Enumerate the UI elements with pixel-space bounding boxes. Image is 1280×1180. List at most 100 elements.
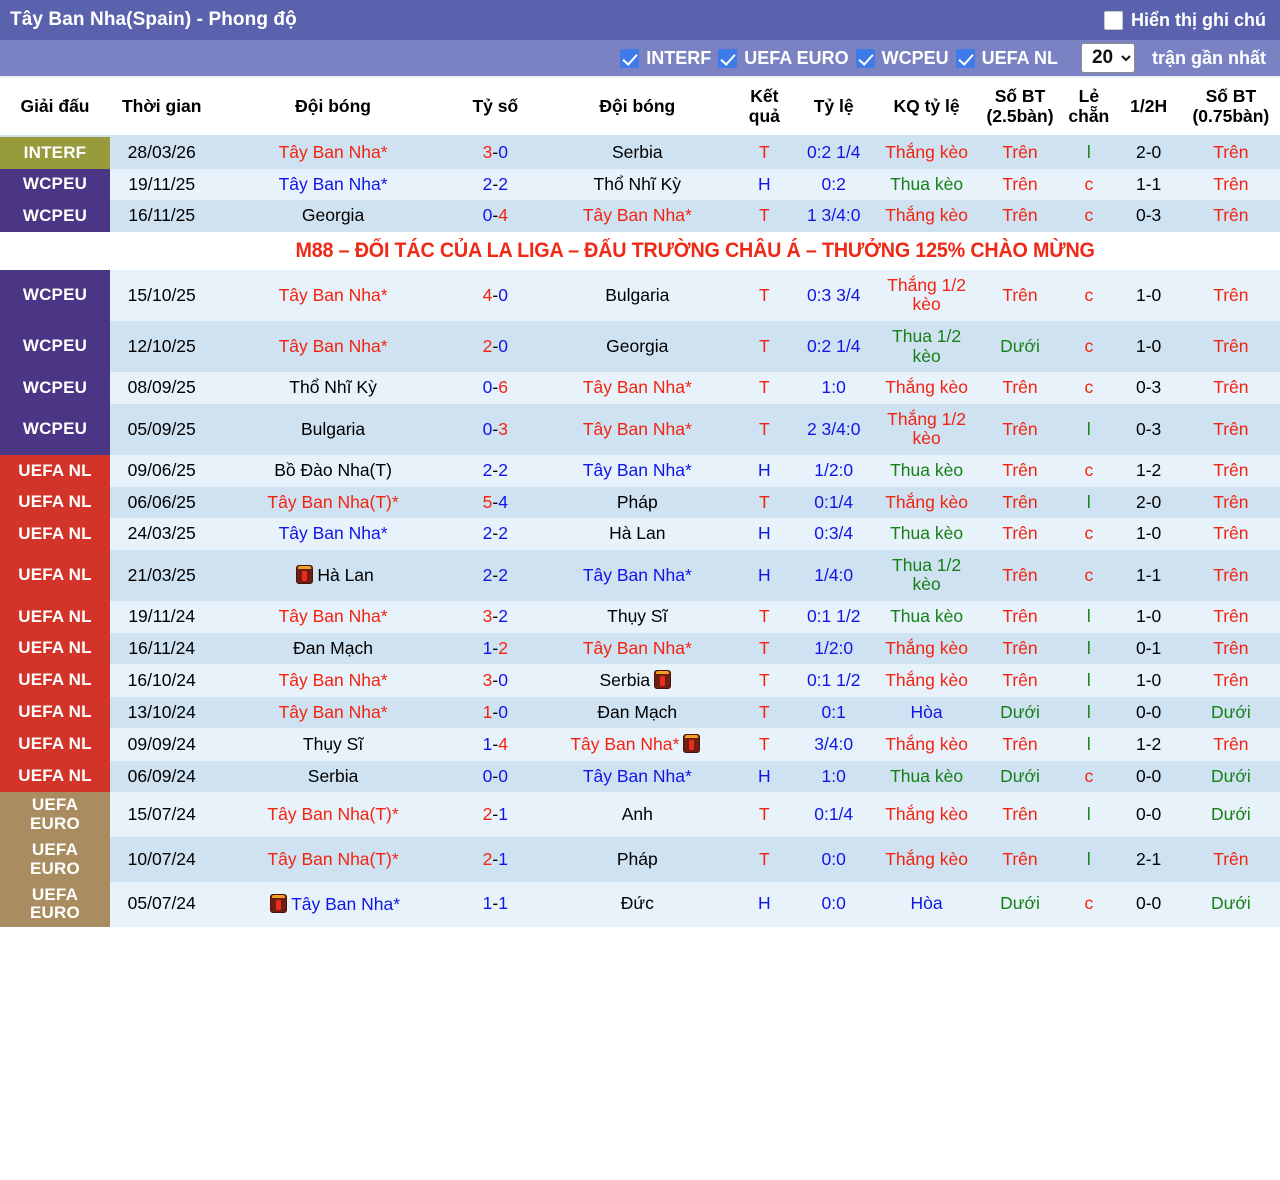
filter-interf[interactable]: INTERF — [620, 48, 711, 69]
promo-banner-cell[interactable]: M88 – ĐỐI TÁC CỦA LA LIGA – ĐẤU TRƯỜNG C… — [109, 231, 1280, 270]
table-row[interactable]: UEFA NL 19/11/24 Tây Ban Nha* 3-2 Thụy Sĩ T 0:… — [0, 600, 1280, 633]
home-team[interactable]: Bồ Đào Nha(T) — [213, 454, 453, 487]
away-team[interactable]: Tây Ban Nha* — [538, 728, 737, 761]
table-row[interactable]: UEFA NL 09/09/24 Thụy Sĩ 1-4 Tây Ban Nha* T 3/… — [0, 728, 1280, 761]
score-away: 2 — [498, 523, 508, 544]
table-row[interactable]: UEFA EURO 15/07/24 Tây Ban Nha(T)* 2-1 Anh T 0:… — [0, 792, 1280, 838]
table-row[interactable]: UEFA EURO 05/07/24 Tây Ban Nha* 1-1 Đức H 0:0 Hò… — [0, 881, 1280, 927]
filter-checkbox-wcpeu[interactable] — [855, 48, 875, 68]
away-team[interactable]: Thụy Sĩ — [538, 600, 737, 633]
score-away: 0 — [498, 701, 508, 722]
odd-even: c — [1062, 372, 1116, 404]
away-team[interactable]: Pháp — [538, 486, 737, 519]
table-row[interactable]: UEFA NL 21/03/25 Hà Lan 2-2 Tây Ban Nha* H 1/4… — [0, 549, 1280, 601]
home-team[interactable]: Tây Ban Nha* — [213, 696, 453, 729]
home-team[interactable]: Tây Ban Nha* — [213, 518, 453, 550]
home-team[interactable]: Tây Ban Nha* — [213, 320, 453, 373]
promo-banner-row[interactable]: M88 – ĐỐI TÁC CỦA LA LIGA – ĐẤU TRƯỜNG C… — [0, 231, 1280, 270]
filter-checkbox-uefa-euro[interactable] — [718, 48, 738, 68]
odd-even: l — [1062, 403, 1116, 455]
table-row[interactable]: WCPEU 05/09/25 Bulgaria 0-3 Tây Ban Nha* T 2 3… — [0, 403, 1280, 455]
show-notes-checkbox[interactable] — [1104, 10, 1123, 30]
filter-wcpeu[interactable]: WCPEU — [855, 48, 949, 69]
away-team[interactable]: Tây Ban Nha* — [538, 760, 737, 793]
home-team[interactable]: Thụy Sĩ — [213, 728, 453, 761]
away-team[interactable]: Thổ Nhĩ Kỳ — [538, 168, 737, 201]
match-date: 09/06/25 — [109, 454, 214, 487]
away-team[interactable]: Tây Ban Nha* — [538, 454, 737, 487]
filter-uefa-nl[interactable]: UEFA NL — [955, 48, 1058, 69]
score-away: 0 — [498, 669, 508, 690]
match-count-select[interactable]: 510203050 — [1080, 43, 1135, 73]
away-team[interactable]: Hà Lan — [538, 518, 737, 550]
away-team[interactable]: Serbia — [538, 664, 737, 697]
home-team[interactable]: Hà Lan — [213, 549, 453, 601]
home-team[interactable]: Serbia — [213, 760, 453, 793]
score-home: 0 — [482, 377, 493, 398]
away-team[interactable]: Anh — [538, 792, 737, 838]
away-team[interactable]: Tây Ban Nha* — [538, 549, 737, 601]
table-row[interactable]: UEFA NL 06/09/24 Serbia 0-0 Tây Ban Nha* H 1:0… — [0, 760, 1280, 793]
score-separator: - — [492, 523, 499, 544]
away-team[interactable]: Tây Ban Nha* — [538, 200, 737, 232]
away-team-name: Tây Ban Nha* — [582, 765, 692, 786]
over-under-075: Dưới — [1181, 792, 1280, 838]
home-team[interactable]: Tây Ban Nha* — [213, 269, 453, 321]
away-team[interactable]: Đức — [538, 881, 737, 927]
half-time-score: 0-3 — [1115, 200, 1182, 232]
home-team[interactable]: Đan Mạch — [213, 632, 453, 665]
home-team[interactable]: Tây Ban Nha* — [213, 168, 453, 201]
home-team[interactable]: Bulgaria — [213, 403, 453, 455]
home-team[interactable]: Tây Ban Nha* — [213, 664, 453, 697]
filter-checkbox-uefa-nl[interactable] — [955, 48, 975, 68]
over-under-075: Trên — [1181, 837, 1280, 882]
away-team[interactable]: Tây Ban Nha* — [538, 403, 737, 455]
odd-even: l — [1062, 792, 1116, 838]
away-team[interactable]: Serbia — [538, 136, 737, 169]
away-team[interactable]: Đan Mạch — [538, 696, 737, 729]
home-team[interactable]: Tây Ban Nha(T)* — [213, 837, 453, 882]
home-team-name: Bồ Đào Nha(T) — [274, 459, 392, 480]
filter-checkbox-interf[interactable] — [620, 48, 640, 68]
score-home: 2 — [482, 523, 493, 544]
away-team[interactable]: Tây Ban Nha* — [538, 632, 737, 665]
home-team-name: Serbia — [307, 765, 359, 786]
table-row[interactable]: WCPEU 16/11/25 Georgia 0-4 Tây Ban Nha* T 1 3/… — [0, 200, 1280, 232]
handicap-line: 0:2 1/4 — [792, 320, 876, 373]
home-team[interactable]: Georgia — [213, 200, 453, 232]
over-under-25: Trên — [977, 792, 1063, 838]
table-row[interactable]: UEFA NL 16/10/24 Tây Ban Nha* 3-0 Serbia T 0:1… — [0, 664, 1280, 697]
filter-uefa-euro[interactable]: UEFA EURO — [718, 48, 849, 69]
home-team[interactable]: Tây Ban Nha* — [213, 136, 453, 169]
home-team[interactable]: Tây Ban Nha* — [213, 600, 453, 633]
table-row[interactable]: UEFA NL 13/10/24 Tây Ban Nha* 1-0 Đan Mạch T 0… — [0, 696, 1280, 729]
away-team[interactable]: Tây Ban Nha* — [538, 372, 737, 404]
table-row[interactable]: WCPEU 15/10/25 Tây Ban Nha* 4-0 Bulgaria T 0:3… — [0, 269, 1280, 321]
table-row[interactable]: UEFA EURO 10/07/24 Tây Ban Nha(T)* 2-1 Pháp T 0… — [0, 837, 1280, 882]
table-row[interactable]: WCPEU 12/10/25 Tây Ban Nha* 2-0 Georgia T 0:2 … — [0, 320, 1280, 373]
table-row[interactable]: WCPEU 08/09/25 Thổ Nhĩ Kỳ 0-6 Tây Ban Nha* T 1… — [0, 372, 1280, 404]
table-row[interactable]: UEFA NL 06/06/25 Tây Ban Nha(T)* 5-4 Pháp T 0:… — [0, 486, 1280, 519]
table-row[interactable]: INTERF 28/03/26 Tây Ban Nha* 3-0 Serbia T 0:2 … — [0, 136, 1280, 169]
away-team[interactable]: Pháp — [538, 837, 737, 882]
table-row[interactable]: WCPEU 19/11/25 Tây Ban Nha* 2-2 Thổ Nhĩ Kỳ H 0… — [0, 168, 1280, 201]
table-row[interactable]: UEFA NL 09/06/25 Bồ Đào Nha(T) 2-2 Tây Ban N… — [0, 454, 1280, 487]
away-team[interactable]: Georgia — [538, 320, 737, 373]
over-under-075: Trên — [1181, 403, 1280, 455]
home-team[interactable]: Tây Ban Nha* — [213, 881, 453, 927]
away-team[interactable]: Bulgaria — [538, 269, 737, 321]
score-separator: - — [492, 284, 499, 305]
show-notes-toggle[interactable]: Hiển thị ghi chú — [1104, 10, 1266, 31]
table-row[interactable]: UEFA NL 16/11/24 Đan Mạch 1-2 Tây Ban Nha* T 1… — [0, 632, 1280, 665]
match-result: T — [736, 728, 793, 761]
home-team-name: Tây Ban Nha* — [278, 523, 388, 544]
handicap-result: Thắng 1/2 kèo — [875, 269, 978, 321]
handicap-line: 0:1/4 — [792, 792, 876, 838]
home-team[interactable]: Tây Ban Nha(T)* — [213, 792, 453, 838]
home-team[interactable]: Tây Ban Nha(T)* — [213, 486, 453, 519]
table-row[interactable]: UEFA NL 24/03/25 Tây Ban Nha* 2-2 Hà Lan H 0:3… — [0, 518, 1280, 550]
score-home: 2 — [482, 848, 493, 869]
handicap-result: Thua 1/2 kèo — [875, 320, 978, 373]
home-team[interactable]: Thổ Nhĩ Kỳ — [213, 372, 453, 404]
over-under-25: Dưới — [977, 320, 1063, 373]
